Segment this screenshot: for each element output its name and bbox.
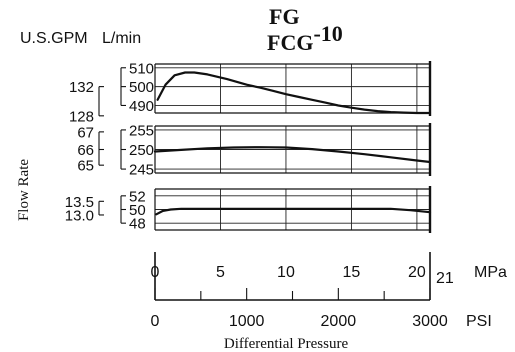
- x-axis-mpa-tick-label: 10: [277, 264, 295, 281]
- flow-curve: [156, 71, 432, 115]
- lmin-tick-label: 52: [129, 188, 146, 205]
- x-axis-mpa-tick-label: 15: [343, 264, 361, 281]
- lmin-tick-label: 510: [129, 60, 154, 77]
- lmin-tick-label: 500: [129, 79, 154, 96]
- flow-curve: [153, 146, 432, 164]
- chart-title-line1: FG: [269, 4, 300, 29]
- units-label-gpm: U.S.GPM: [20, 30, 88, 47]
- x-axis-psi-tick-label: 2000: [321, 313, 357, 330]
- x-axis-mpa: 0 5 10 15 20: [151, 252, 431, 300]
- lmin-tick-label: 48: [129, 216, 146, 233]
- gpm-tick-label: 128: [69, 108, 94, 125]
- gpm-tick-label: 67: [77, 124, 94, 141]
- chart-title-model: FCG: [267, 30, 313, 55]
- gpm-tick-label: 13.5: [65, 194, 94, 211]
- x-axis-label: Differential Pressure: [224, 336, 349, 352]
- gpm-tick-label: 66: [77, 142, 94, 159]
- chart-title-line2: FCG-10: [267, 21, 343, 55]
- x-axis-mpa-tick-label: 0: [151, 264, 160, 281]
- x-axis-mpa-tick-label: 20: [408, 264, 426, 281]
- x-axis-psi: 0 1000 2000 3000: [151, 288, 448, 330]
- chart-title-suffix: -10: [313, 21, 342, 46]
- flow-curve: [155, 207, 432, 216]
- x-axis-mpa-end-label: 21: [436, 270, 454, 287]
- lmin-tick-label: 245: [129, 162, 154, 179]
- x-axis-psi-tick-label: 1000: [229, 313, 265, 330]
- gpm-tick-label: 65: [77, 158, 94, 175]
- x-axis-mpa-tick-label: 5: [216, 264, 225, 281]
- units-label-lmin: L/min: [102, 30, 141, 47]
- lmin-tick-label: 250: [129, 142, 154, 159]
- gpm-tick-label: 132: [69, 79, 94, 96]
- lmin-tick-label: 255: [129, 122, 154, 139]
- x-axis-psi-tick-label: 3000: [412, 313, 448, 330]
- y-axis-label: Flow Rate: [16, 159, 32, 221]
- chart-panel-top: 510 500 490 132 128: [69, 60, 432, 125]
- x-axis-psi-tick-label: 0: [151, 313, 160, 330]
- lmin-tick-label: 50: [129, 202, 146, 219]
- x-axis-mpa-unit: MPa: [474, 264, 507, 281]
- x-axis-psi-unit: PSI: [466, 313, 492, 330]
- gpm-tick-label: 13.0: [65, 207, 94, 224]
- lmin-tick-label: 490: [129, 98, 154, 115]
